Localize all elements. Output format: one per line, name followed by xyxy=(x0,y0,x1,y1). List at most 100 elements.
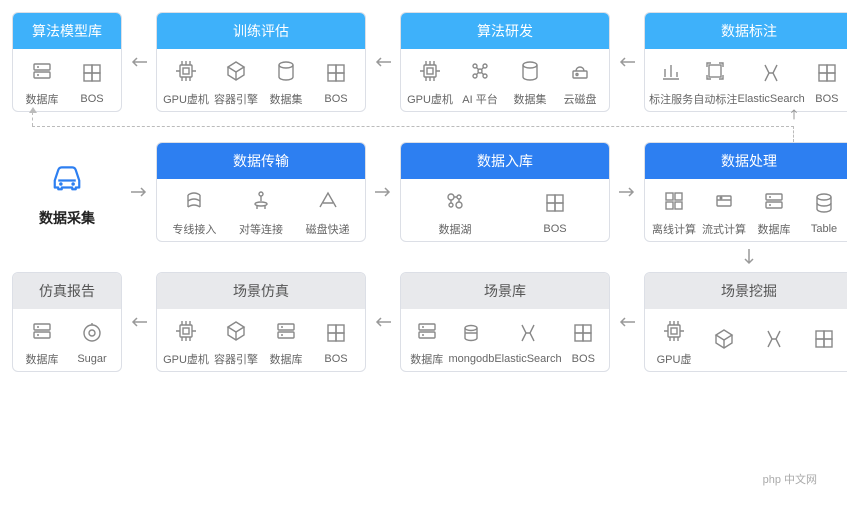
chip-icon xyxy=(174,59,198,83)
clouddisk-icon xyxy=(568,59,592,83)
tech-item xyxy=(699,327,749,359)
arrow-down xyxy=(644,242,847,272)
box-title: 数据传输 xyxy=(157,143,365,179)
item-label: 标注服务 xyxy=(649,91,693,107)
lake-icon xyxy=(443,189,467,213)
box-ingest: 数据入库 数据湖 BOS xyxy=(400,142,610,242)
item-label: 数据集 xyxy=(514,91,547,107)
chip-icon xyxy=(174,319,198,343)
box-transport: 数据传输 专线接入对等连接磁盘快递 xyxy=(156,142,366,242)
arrow-left xyxy=(122,12,156,112)
box-scenelib: 场景库 数据库mongodbElasticSearchBOS xyxy=(400,272,610,372)
es-icon xyxy=(516,321,540,345)
item-label: Table xyxy=(811,223,837,235)
tech-item: 数据库 xyxy=(17,319,67,367)
arrow-left xyxy=(366,272,400,372)
item-label: mongodb xyxy=(448,353,494,365)
item-label: 云磁盘 xyxy=(564,91,597,107)
tech-item: BOS xyxy=(805,61,847,105)
bos-icon xyxy=(815,61,839,85)
bos-icon xyxy=(324,61,348,85)
box-title: 场景库 xyxy=(401,273,609,309)
db-icon xyxy=(274,319,298,343)
ai-icon xyxy=(468,59,492,83)
tech-item: 容器引擎 xyxy=(211,59,261,107)
arrow-right xyxy=(122,142,156,242)
disk-icon xyxy=(316,189,340,213)
item-label: 离线计算 xyxy=(652,221,696,237)
item-label: 数据湖 xyxy=(439,221,472,237)
arrow-right xyxy=(610,142,644,242)
item-label: 数据库 xyxy=(26,351,59,367)
wire-icon xyxy=(182,189,206,213)
bos-icon xyxy=(80,61,104,85)
arrow-left xyxy=(366,12,400,112)
stream-icon xyxy=(712,189,736,213)
tech-item: GPU虚机 xyxy=(405,59,455,107)
item-label: BOS xyxy=(80,93,103,105)
box-title: 算法模型库 xyxy=(13,13,121,49)
item-label: 数据库 xyxy=(26,91,59,107)
tech-item: 对等连接 xyxy=(228,189,295,237)
tech-item: 数据集 xyxy=(505,59,555,107)
box-title: 数据处理 xyxy=(645,143,847,179)
container-icon xyxy=(224,59,248,83)
box-title: 训练评估 xyxy=(157,13,365,49)
watermark: php 中文网 xyxy=(763,471,817,487)
db-icon xyxy=(30,319,54,343)
box-title: 场景挖掘 xyxy=(645,273,847,309)
arrow-left xyxy=(610,272,644,372)
item-label: 容器引擎 xyxy=(214,351,258,367)
tech-item: 云磁盘 xyxy=(555,59,605,107)
tech-item: 专线接入 xyxy=(161,189,228,237)
car-icon xyxy=(46,156,88,198)
item-label: 专线接入 xyxy=(172,221,216,237)
box-train-eval: 训练评估 GPU虚机容器引擎数据集BOS xyxy=(156,12,366,112)
tech-item xyxy=(749,327,799,359)
db-icon xyxy=(415,319,439,343)
item-label: 容器引擎 xyxy=(214,91,258,107)
tech-item: GPU虚机 xyxy=(161,59,211,107)
tech-item: 数据库 xyxy=(261,319,311,367)
item-label: 磁盘快递 xyxy=(306,221,350,237)
tech-item: 磁盘快递 xyxy=(294,189,361,237)
box-title: 数据标注 xyxy=(645,13,847,49)
tech-item: BOS xyxy=(505,191,605,235)
tech-item: 流式计算 xyxy=(699,189,749,237)
tech-item: GPU虚机 xyxy=(161,319,211,367)
chip-icon xyxy=(662,319,686,343)
box-algo-dev: 算法研发 GPU虚机AI 平台数据集云磁盘 xyxy=(400,12,610,112)
item-label: BOS xyxy=(324,93,347,105)
mongo-icon xyxy=(459,321,483,345)
box-model-lib: 算法模型库 数据库 BOS xyxy=(12,12,122,112)
chip-icon xyxy=(418,59,442,83)
es-icon xyxy=(762,327,786,351)
box-title: 数据入库 xyxy=(401,143,609,179)
tech-item: AI 平台 xyxy=(455,59,505,107)
anno-icon xyxy=(659,59,683,83)
dataset-icon xyxy=(274,59,298,83)
db-icon xyxy=(30,59,54,83)
box-mining: 场景挖掘 GPU虚 xyxy=(644,272,847,372)
tech-item: BOS xyxy=(67,61,117,105)
tech-item xyxy=(799,327,847,359)
dashed-feedback xyxy=(12,112,847,142)
tech-item: Sugar xyxy=(67,321,117,365)
tech-item: Table xyxy=(799,191,847,235)
tech-item: BOS xyxy=(562,321,605,365)
box-sim: 场景仿真 GPU虚机容器引擎数据库BOS xyxy=(156,272,366,372)
box-report: 仿真报告 数据库Sugar xyxy=(12,272,122,372)
box-body: 数据库 BOS xyxy=(13,49,121,111)
item-label: GPU虚机 xyxy=(163,91,209,107)
item-label: ElasticSearch xyxy=(494,353,561,365)
tech-item: BOS xyxy=(311,61,361,105)
bos-icon xyxy=(543,191,567,215)
tech-item: 离线计算 xyxy=(649,189,699,237)
tech-item: GPU虚 xyxy=(649,319,699,367)
offline-icon xyxy=(662,189,686,213)
tech-item: 自动标注 xyxy=(693,59,737,107)
tech-item: mongodb xyxy=(448,321,494,365)
bos-icon xyxy=(324,321,348,345)
arrow-left xyxy=(610,12,644,112)
item-label: GPU虚机 xyxy=(163,351,209,367)
